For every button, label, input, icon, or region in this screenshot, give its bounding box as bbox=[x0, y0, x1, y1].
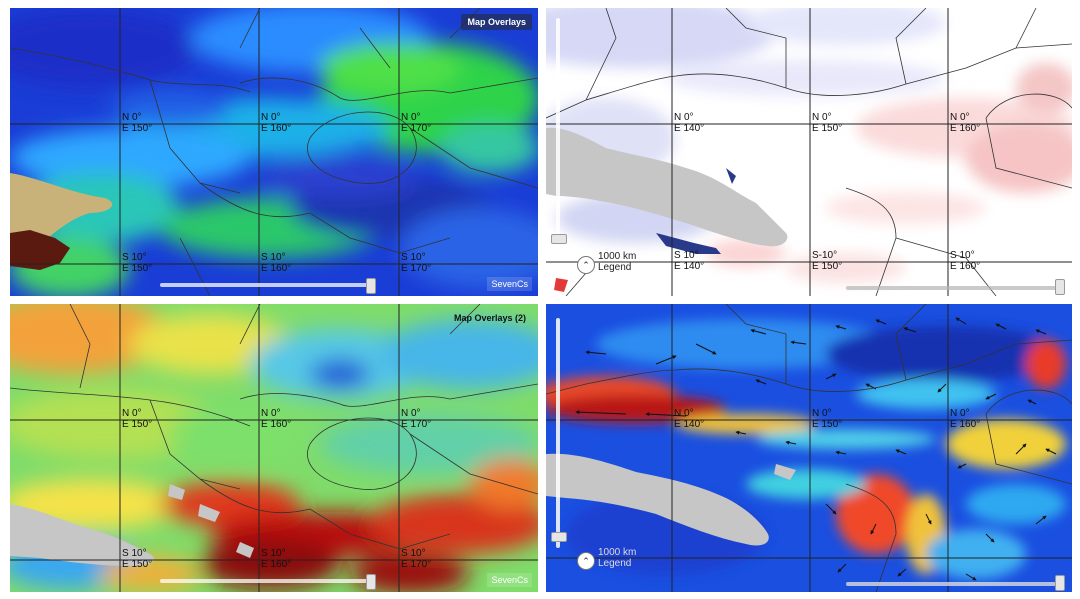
temperature-overlay-map[interactable] bbox=[10, 304, 538, 592]
anomaly-overlay-map[interactable] bbox=[546, 8, 1072, 296]
coord-label: S 10° E 170° bbox=[401, 252, 432, 274]
eez-boundaries bbox=[10, 8, 538, 296]
coord-label: N 0° E 150° bbox=[122, 408, 153, 430]
coord-label: S 10° E 170° bbox=[401, 548, 432, 570]
graticule bbox=[10, 304, 538, 592]
legend-toggle-icon[interactable]: ⌃ bbox=[577, 256, 595, 274]
coord-label: N 0° E 160° bbox=[950, 408, 981, 430]
opacity-slider[interactable] bbox=[846, 286, 1056, 290]
opacity-slider[interactable] bbox=[160, 283, 375, 287]
current-arrows bbox=[575, 317, 1057, 581]
brand-label: SevenCs bbox=[487, 573, 532, 587]
coord-label: N 0° E 140° bbox=[674, 112, 705, 134]
zoom-slider[interactable] bbox=[556, 318, 560, 548]
coord-label: S 10° E 150° bbox=[122, 548, 153, 570]
coord-label: N 0° E 170° bbox=[401, 112, 432, 134]
legend-toggle-icon[interactable]: ⌃ bbox=[577, 552, 595, 570]
opacity-slider-thumb[interactable] bbox=[366, 574, 376, 590]
coord-label: N 0° E 150° bbox=[812, 408, 843, 430]
coord-label: S 10° E 150° bbox=[122, 252, 153, 274]
opacity-slider-thumb[interactable] bbox=[366, 278, 376, 294]
coord-label: S 10° E 160° bbox=[261, 252, 292, 274]
opacity-slider[interactable] bbox=[846, 582, 1056, 586]
coord-label: N 0° E 160° bbox=[261, 112, 292, 134]
opacity-slider-thumb[interactable] bbox=[1055, 575, 1065, 591]
map-panel-top-right[interactable]: N 0° E 140° N 0° E 150° N 0° E 160° S 10° E … bbox=[546, 8, 1072, 296]
current-vector-map[interactable] bbox=[546, 304, 1072, 592]
coord-label: N 0° E 160° bbox=[950, 112, 981, 134]
opacity-slider-thumb[interactable] bbox=[1055, 279, 1065, 295]
coord-label: S 10° E 160° bbox=[950, 250, 981, 272]
eez-boundaries bbox=[546, 8, 1072, 296]
graticule bbox=[546, 8, 1072, 296]
graticule bbox=[546, 304, 1072, 592]
zoom-slider-thumb[interactable] bbox=[551, 234, 567, 244]
eez-boundaries bbox=[546, 304, 1072, 592]
coord-label: N 0° E 150° bbox=[812, 112, 843, 134]
coord-label: S 10° E 140° bbox=[674, 250, 705, 272]
opacity-slider[interactable] bbox=[160, 579, 375, 583]
coord-label: N 0° E 140° bbox=[674, 408, 705, 430]
coord-label: N 0° E 150° bbox=[122, 112, 153, 134]
map-panel-top-left[interactable]: Map Overlays N 0° E 150° N 0° E 160° N 0° E… bbox=[10, 8, 538, 296]
coord-label: S 10° E 160° bbox=[261, 548, 292, 570]
map-panel-bottom-right[interactable]: N 0° E 140° N 0° E 150° N 0° E 160° ⌃ 1000 … bbox=[546, 304, 1072, 592]
legend-label[interactable]: Legend bbox=[598, 558, 632, 569]
panel-title: Map Overlays bbox=[461, 14, 532, 30]
graticule bbox=[10, 8, 538, 296]
scale-bar-label: 1000 km bbox=[598, 251, 637, 262]
map-panel-bottom-left[interactable]: Map Overlays (2) N 0° E 150° N 0° E 160° N… bbox=[10, 304, 538, 592]
coord-label: N 0° E 170° bbox=[401, 408, 432, 430]
legend-label[interactable]: Legend bbox=[598, 262, 632, 273]
brand-label: SevenCs bbox=[487, 277, 532, 291]
zoom-slider-thumb[interactable] bbox=[551, 532, 567, 542]
eez-boundaries bbox=[10, 304, 538, 550]
coord-label: N 0° E 160° bbox=[261, 408, 292, 430]
coord-label: S-10° E 150° bbox=[812, 250, 843, 272]
zoom-slider[interactable] bbox=[556, 18, 560, 248]
chlorophyll-overlay-map[interactable] bbox=[10, 8, 538, 296]
panel-title: Map Overlays (2) bbox=[453, 313, 526, 323]
scale-bar-label: 1000 km bbox=[598, 547, 637, 558]
